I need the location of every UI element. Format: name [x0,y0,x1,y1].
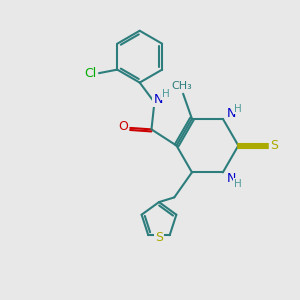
Text: CH₃: CH₃ [171,80,192,91]
Text: Cl: Cl [85,67,97,80]
Text: S: S [155,231,163,244]
Text: N: N [226,172,236,185]
Text: H: H [234,178,242,188]
Text: N: N [153,93,163,106]
Text: S: S [270,139,278,152]
Text: H: H [162,89,170,99]
Text: N: N [226,107,236,120]
Text: O: O [118,120,128,133]
Text: H: H [234,103,242,113]
